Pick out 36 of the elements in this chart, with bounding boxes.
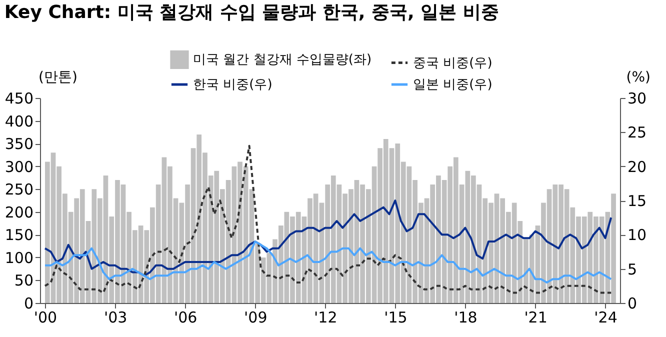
x-tick-label: '21 [524, 308, 548, 326]
legend-label: 한국 비중(우) [193, 78, 272, 92]
y-axis-title: (만톤) [38, 70, 78, 86]
y2-tick-label: 15 [628, 192, 647, 210]
x-tick-label: '03 [104, 308, 128, 326]
x-tick-label: '12 [314, 308, 338, 326]
y2-axis-title: (%) [626, 70, 650, 86]
x-tick-label: '15 [384, 308, 408, 326]
x-tick-label: '00 [34, 308, 58, 326]
y-tick-label: 250 [4, 180, 34, 199]
x-tick-label: '06 [174, 308, 198, 326]
line-series [44, 240, 612, 284]
y-tick-label: 300 [4, 158, 34, 176]
y2-tick-label: 5 [628, 260, 638, 278]
y-tick-label: 0 [24, 294, 34, 312]
x-tick-label: '24 [594, 308, 618, 326]
y-tick-label: 150 [4, 226, 34, 244]
y2-tick-label: 0 [628, 294, 638, 312]
line-series [44, 200, 612, 277]
legend-label: 일본 비중(우) [413, 78, 492, 92]
y-tick-label: 450 [4, 90, 34, 108]
legend-label: 중국 비중(우) [413, 56, 492, 71]
y2-tick-label: 30 [628, 90, 647, 108]
y-tick-label: 50 [14, 272, 34, 290]
y-tick-label: 350 [4, 135, 34, 154]
chart-title: Key Chart: 미국 철강재 수입 물량과 한국, 중국, 일본 비중 [4, 2, 499, 23]
y-tick-label: 200 [4, 203, 34, 222]
y2-tick-label: 10 [628, 226, 647, 244]
y2-tick-label: 25 [628, 124, 647, 142]
y2-tick-label: 20 [628, 158, 647, 176]
line-series [44, 144, 612, 294]
y-tick-label: 400 [4, 112, 34, 130]
y-tick-label: 100 [4, 248, 34, 267]
x-tick-label: '18 [454, 308, 478, 326]
x-tick-label: '09 [244, 308, 268, 326]
legend-label: 미국 월간 철강재 수입물량(좌) [193, 52, 372, 68]
